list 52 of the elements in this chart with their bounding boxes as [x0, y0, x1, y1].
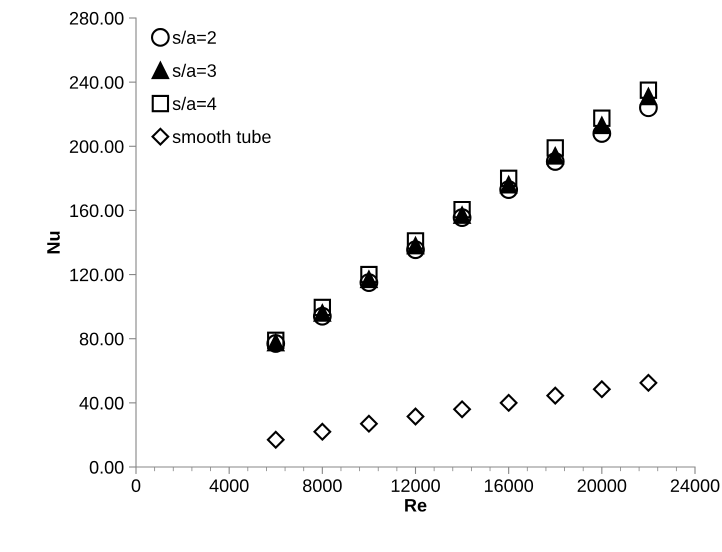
point: [314, 304, 332, 322]
x-tick-label: 20000: [578, 479, 626, 492]
point: [360, 414, 378, 433]
x-axis-title: Re: [405, 499, 426, 512]
x-tick-label: 12000: [392, 479, 440, 492]
point: [313, 422, 332, 441]
x-tick-label: 16000: [484, 479, 534, 492]
legend-label: s/a=2: [172, 30, 216, 44]
y-tick-label: 0.00: [90, 460, 124, 474]
point: [546, 147, 564, 165]
point: [452, 208, 472, 228]
y-tick-label: 80.00: [80, 332, 124, 346]
x-tick-label: 8000: [303, 479, 342, 492]
x-tick-label: 4000: [210, 479, 249, 492]
point: [312, 306, 332, 326]
point: [360, 273, 378, 292]
point: [500, 176, 518, 194]
point: [406, 237, 424, 254]
point: [499, 180, 518, 199]
y-tick-label: 280.00: [70, 12, 124, 25]
point: [314, 298, 332, 316]
point: [453, 206, 471, 224]
y-tick-label: 240.00: [70, 76, 124, 89]
point: [406, 240, 425, 260]
point: [592, 380, 611, 398]
y-tick-label: 120.00: [70, 268, 124, 282]
point: [640, 88, 658, 106]
point: [546, 152, 565, 171]
y-axis-title: Nu: [47, 232, 60, 254]
point: [640, 374, 658, 392]
point: [546, 139, 564, 157]
x-tick-label: 24000: [670, 479, 720, 492]
x-tick-label: 0: [132, 479, 140, 492]
point: [406, 408, 424, 426]
y-tick-label: 200.00: [70, 140, 124, 154]
point: [453, 200, 471, 218]
legend-label: s/a=3: [172, 64, 216, 77]
point: [640, 81, 658, 99]
point: [593, 116, 611, 134]
y-tick-label: 40.00: [79, 396, 124, 410]
point: [453, 400, 471, 418]
point: [593, 110, 611, 127]
point: [500, 170, 518, 188]
point: [546, 386, 564, 405]
point: [266, 430, 285, 449]
legend-label: s/a=4: [172, 96, 216, 110]
y-tick-label: 160.00: [70, 204, 124, 218]
point: [360, 266, 378, 284]
point: [360, 270, 378, 288]
point: [406, 232, 424, 250]
legend-label: smooth tube: [172, 130, 271, 144]
point: [500, 394, 518, 412]
